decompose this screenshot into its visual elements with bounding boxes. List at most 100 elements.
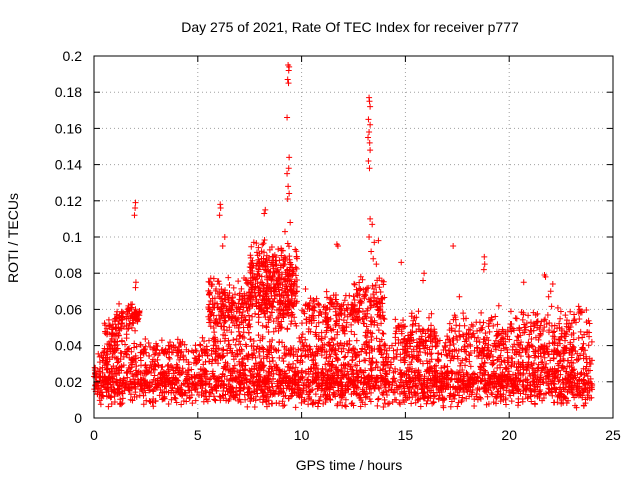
- data-point: [558, 396, 565, 403]
- data-point: [118, 363, 125, 370]
- data-point: [459, 357, 466, 364]
- data-point: [480, 266, 487, 273]
- data-point: [368, 248, 375, 255]
- data-point: [326, 380, 333, 387]
- data-point: [540, 395, 547, 402]
- data-point: [537, 371, 544, 378]
- data-point: [447, 403, 454, 410]
- data-point: [389, 398, 396, 405]
- data-point: [435, 357, 442, 364]
- data-point: [276, 354, 283, 361]
- data-point: [285, 67, 292, 74]
- data-point: [537, 386, 544, 393]
- data-point: [132, 279, 139, 286]
- data-point: [322, 333, 329, 340]
- data-point: [367, 147, 374, 154]
- data-point: [250, 374, 257, 381]
- data-point: [252, 310, 259, 317]
- data-point: [226, 282, 233, 289]
- data-point: [557, 371, 564, 378]
- data-point: [269, 400, 276, 407]
- data-point: [238, 285, 245, 292]
- data-point: [440, 404, 447, 411]
- data-point: [380, 404, 387, 411]
- y-axis-label: ROTI / TECUs: [5, 193, 21, 283]
- data-point: [435, 396, 442, 403]
- data-point: [329, 358, 336, 365]
- data-point: [342, 292, 349, 299]
- data-point: [305, 376, 312, 383]
- data-point: [503, 401, 509, 408]
- data-point: [392, 316, 399, 323]
- data-point: [481, 360, 488, 367]
- data-point: [351, 331, 358, 338]
- data-point: [507, 308, 514, 315]
- data-point: [408, 310, 415, 317]
- data-point: [497, 362, 504, 369]
- data-point: [515, 386, 522, 393]
- data-point: [222, 391, 229, 398]
- data-point: [284, 170, 291, 177]
- data-point: [124, 374, 131, 381]
- data-point: [357, 298, 364, 305]
- data-point: [539, 358, 546, 365]
- data-point: [463, 369, 470, 376]
- data-point: [520, 279, 527, 286]
- data-point: [585, 342, 592, 349]
- data-point: [512, 315, 519, 322]
- data-point: [537, 390, 544, 397]
- data-point: [351, 280, 358, 287]
- y-tick-label: 0.06: [55, 301, 82, 317]
- data-point: [146, 398, 153, 405]
- data-point: [368, 389, 375, 396]
- y-tick-label: 0.04: [55, 338, 82, 354]
- data-point: [561, 337, 568, 344]
- y-tick-label: 0.18: [55, 84, 82, 100]
- data-point: [552, 389, 559, 396]
- data-point: [97, 389, 104, 396]
- x-axis-label: GPS time / hours: [296, 457, 403, 473]
- y-tick-label: 0.1: [63, 229, 83, 245]
- data-point: [262, 206, 269, 213]
- data-point: [325, 360, 332, 367]
- data-point: [478, 309, 485, 316]
- data-point: [421, 270, 428, 277]
- data-point: [451, 392, 458, 399]
- data-point: [133, 363, 140, 370]
- data-point: [571, 311, 578, 318]
- data-point: [245, 312, 252, 319]
- data-point: [456, 293, 463, 300]
- data-point: [368, 366, 375, 373]
- data-point: [450, 243, 457, 250]
- data-point: [580, 340, 587, 347]
- data-point: [588, 357, 595, 364]
- data-point: [455, 399, 462, 406]
- data-point: [255, 314, 262, 321]
- data-point: [525, 339, 532, 346]
- data-point: [357, 403, 364, 410]
- data-point: [284, 76, 291, 83]
- data-point: [369, 221, 376, 228]
- data-point: [314, 403, 321, 410]
- data-point: [350, 293, 357, 300]
- data-point: [508, 363, 515, 370]
- data-point: [145, 339, 152, 346]
- data-point: [433, 367, 440, 374]
- data-point: [417, 403, 424, 410]
- data-point: [233, 378, 240, 385]
- data-point: [226, 396, 233, 403]
- data-point: [556, 358, 563, 365]
- data-point: [571, 316, 578, 323]
- data-point: [459, 394, 466, 401]
- data-point: [392, 365, 399, 372]
- data-point: [323, 288, 330, 295]
- data-point: [281, 228, 288, 235]
- data-point: [489, 391, 496, 398]
- data-point: [284, 326, 291, 333]
- data-point: [471, 402, 478, 409]
- data-point: [183, 398, 190, 405]
- data-point: [284, 195, 291, 202]
- data-point: [285, 165, 292, 172]
- data-point: [498, 358, 505, 365]
- data-point: [247, 252, 254, 259]
